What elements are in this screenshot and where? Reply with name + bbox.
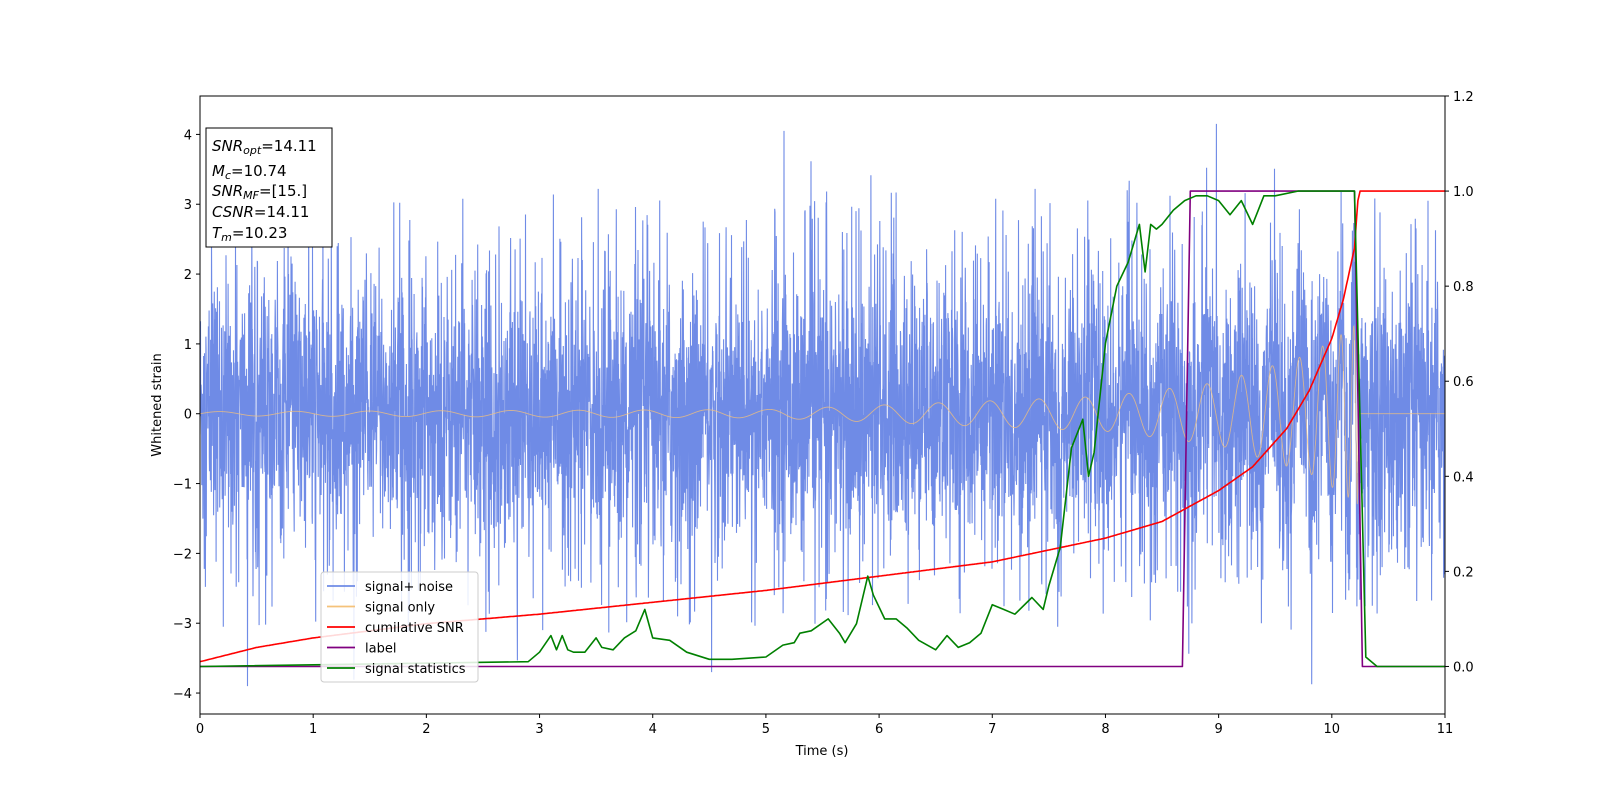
annotation-subscript: c xyxy=(225,169,231,182)
legend-entry-label: signal only xyxy=(365,601,435,616)
x-tick-label: 2 xyxy=(422,722,430,737)
annotation-line: SNRMF=[15.] xyxy=(212,182,307,202)
y-left-tick-label: 0 xyxy=(184,408,192,423)
series-signal-statistics-line xyxy=(200,190,1445,668)
y-right-tick-label: 0.6 xyxy=(1453,375,1474,390)
annotation-line: CSNR=14.11 xyxy=(212,203,309,221)
series-signal-noise-line xyxy=(200,123,1445,687)
x-tick-label: 10 xyxy=(1324,722,1341,737)
annotation-line: SNRopt=14.11 xyxy=(212,137,317,157)
y-right-tick-label: 0.0 xyxy=(1453,660,1474,675)
annotation-symbol: CSNR xyxy=(212,203,254,221)
y-right-tick-label: 1.2 xyxy=(1453,90,1474,105)
y-left-tick-label: 2 xyxy=(184,268,192,283)
annotation-value: =14.11 xyxy=(261,137,317,155)
x-tick-label: 4 xyxy=(649,722,657,737)
series-signal-only-line xyxy=(200,325,1445,505)
annotation-value: =10.74 xyxy=(231,162,287,180)
legend-entry-label: signal statistics xyxy=(365,662,466,677)
annotation-value: =14.11 xyxy=(254,203,310,221)
annotation-line: Tm=10.23 xyxy=(212,224,287,244)
y-axis-title: Whitened strain xyxy=(150,353,165,456)
y-right-tick-label: 0.2 xyxy=(1453,565,1474,580)
y-left-tick-label: 4 xyxy=(184,128,192,143)
legend: signal+ noise signal only cumilative SNR la… xyxy=(320,571,479,683)
y-right-tick-label: 0.4 xyxy=(1453,470,1474,485)
axis-ticks: 0 1 2 3 4 5 6 7 8 9 10 1143210−1−2−3−41.21.00.80.60… xyxy=(173,90,1474,737)
annotation-symbol: SNR xyxy=(212,182,243,200)
legend-frame xyxy=(320,571,479,683)
annotation-value: =[15.] xyxy=(259,182,307,200)
annotation-line: Mc=10.74 xyxy=(212,162,287,182)
annotation-subscript: MF xyxy=(243,189,259,202)
x-tick-label: 5 xyxy=(762,722,770,737)
annotation-subscript: m xyxy=(221,231,232,244)
y-right-tick-label: 0.8 xyxy=(1453,280,1474,295)
y-right-tick-label: 1.0 xyxy=(1453,185,1474,200)
plot-frame xyxy=(199,95,1446,715)
x-tick-label: 9 xyxy=(1214,722,1222,737)
x-tick-label: 3 xyxy=(535,722,543,737)
annotation-symbol: M xyxy=(212,162,225,180)
x-tick-label: 1 xyxy=(309,722,317,737)
annotation-symbol: SNR xyxy=(212,137,243,155)
annotation-symbol: T xyxy=(212,224,223,242)
stats-annotation-box: SNRopt=14.11Mc=10.74SNRMF=[15.]CSNR=14.1… xyxy=(205,127,333,248)
x-tick-label: 6 xyxy=(875,722,883,737)
y-left-tick-label: −4 xyxy=(173,687,192,702)
x-axis-title: Time (s) xyxy=(795,744,849,759)
legend-entry-label: signal+ noise xyxy=(365,580,453,595)
x-tick-label: 11 xyxy=(1437,722,1454,737)
annotation-value: =10.23 xyxy=(232,224,288,242)
x-tick-label: 0 xyxy=(196,722,204,737)
y-left-tick-label: −1 xyxy=(173,478,192,493)
legend-entry-label: cumilative SNR xyxy=(365,621,464,636)
y-left-tick-label: 3 xyxy=(184,198,192,213)
x-tick-label: 7 xyxy=(988,722,996,737)
y-left-tick-label: −3 xyxy=(173,617,192,632)
y-left-tick-label: 1 xyxy=(184,338,192,353)
x-tick-label: 8 xyxy=(1101,722,1109,737)
legend-entry-label: label xyxy=(365,642,396,657)
y-left-tick-label: −2 xyxy=(173,547,192,562)
annotation-subscript: opt xyxy=(243,144,262,157)
annotation-frame xyxy=(205,127,333,248)
